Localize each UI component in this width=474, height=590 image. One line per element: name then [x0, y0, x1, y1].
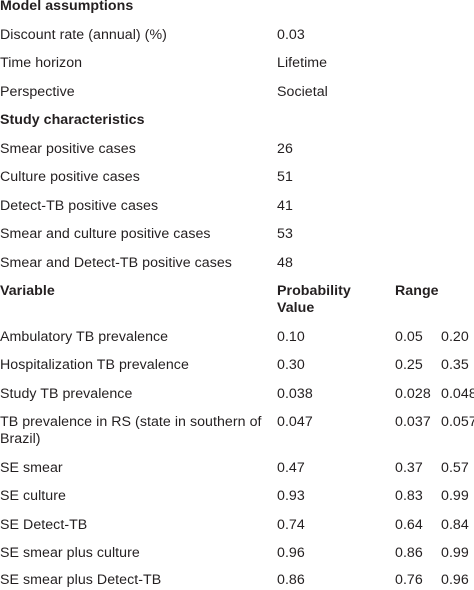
range-high: 0.96: [441, 572, 469, 588]
table-row: SE smear plus culture 0.96 0.86 0.99: [0, 545, 474, 573]
row-value: 53: [277, 226, 293, 242]
section-heading-study-characteristics: Study characteristics: [0, 112, 145, 128]
range-high: 0.57: [441, 459, 469, 476]
range-low: 0.64: [395, 516, 423, 533]
range-low: 0.037: [395, 414, 431, 430]
table-row: SE smear plus Detect-TB 0.86 0.76 0.96: [0, 572, 474, 590]
row-label: Smear and Detect-TB positive cases: [0, 254, 232, 271]
range-high: 0.048: [441, 385, 474, 402]
table-row: Discount rate (annual) (%) 0.03: [0, 27, 474, 55]
row-label: Detect-TB positive cases: [0, 197, 159, 214]
table-row: Detect-TB positive cases 41: [0, 198, 474, 226]
table-row: Culture positive cases 51: [0, 169, 474, 197]
range-low: 0.76: [395, 572, 423, 588]
row-label: Perspective: [0, 83, 75, 100]
range-high: 0.84: [441, 516, 469, 533]
row-label: SE smear plus culture: [0, 545, 140, 561]
row-value: 51: [277, 169, 293, 185]
row-value: 0.93: [277, 488, 305, 504]
row-label: Discount rate (annual) (%): [0, 26, 167, 43]
row-value: 0.96: [277, 545, 305, 561]
table-row: Perspective Societal: [0, 84, 474, 112]
range-low: 0.86: [395, 545, 423, 561]
range-low: 0.37: [395, 459, 423, 476]
range-low: 0.05: [395, 328, 423, 345]
row-value: 41: [277, 197, 293, 214]
table-row: Study TB prevalence 0.038 0.028 0.048: [0, 386, 474, 414]
column-header-row: Variable Probability Value Range: [0, 283, 474, 323]
row-value: 0.86: [277, 572, 305, 588]
range-high: 0.35: [441, 357, 469, 373]
section-heading-model-assumptions: Model assumptions: [0, 0, 134, 14]
table-row: Ambulatory TB prevalence 0.10 0.05 0.20: [0, 329, 474, 357]
range-high: 0.99: [441, 488, 469, 504]
section-heading-row: Study characteristics: [0, 112, 474, 140]
row-value: 0.30: [277, 357, 305, 373]
table-row: Smear positive cases 26: [0, 141, 474, 169]
table-row: SE Detect-TB 0.74 0.64 0.84: [0, 517, 474, 545]
row-value: Lifetime: [277, 55, 328, 71]
row-label: Smear and culture positive cases: [0, 226, 211, 242]
row-label: SE Detect-TB: [0, 516, 88, 533]
range-high: 0.057: [441, 414, 474, 430]
row-label: SE smear: [0, 459, 63, 476]
range-high: 0.20: [441, 328, 469, 345]
row-label: Study TB prevalence: [0, 385, 133, 402]
row-value: 48: [277, 254, 293, 271]
row-label: TB prevalence in RS (state in southern o…: [0, 414, 262, 447]
table-row: TB prevalence in RS (state in southern o…: [0, 414, 474, 454]
row-value: 0.74: [277, 516, 305, 533]
row-value: Societal: [277, 83, 328, 100]
range-high: 0.99: [441, 545, 469, 561]
row-label: Culture positive cases: [0, 169, 140, 185]
row-value: 0.10: [277, 328, 305, 345]
section-heading-row: Model assumptions: [0, 0, 474, 26]
table-row: SE culture 0.93 0.83 0.99: [0, 488, 474, 516]
column-header-variable: Variable: [0, 283, 55, 299]
row-label: SE smear plus Detect-TB: [0, 572, 162, 588]
table-row: Smear and culture positive cases 53: [0, 226, 474, 254]
range-low: 0.83: [395, 488, 423, 504]
row-label: Time horizon: [0, 55, 83, 71]
row-label: Smear positive cases: [0, 140, 136, 157]
table-row: Time horizon Lifetime: [0, 55, 474, 83]
column-header-range: Range: [395, 283, 439, 299]
range-low: 0.028: [395, 385, 431, 402]
row-value: 0.47: [277, 459, 305, 476]
row-value: 0.038: [277, 385, 313, 402]
range-low: 0.25: [395, 357, 423, 373]
table-row: Hospitalization TB prevalence 0.30 0.25 …: [0, 357, 474, 385]
column-header-probability-value: Probability Value: [277, 283, 351, 316]
table-row: SE smear 0.47 0.37 0.57: [0, 460, 474, 488]
row-value: 0.03: [277, 26, 305, 43]
row-value: 26: [277, 140, 293, 157]
table-row: Smear and Detect-TB positive cases 48: [0, 255, 474, 283]
row-label: Hospitalization TB prevalence: [0, 357, 189, 373]
row-label: Ambulatory TB prevalence: [0, 328, 169, 345]
row-value: 0.047: [277, 414, 313, 430]
row-label: SE culture: [0, 488, 66, 504]
